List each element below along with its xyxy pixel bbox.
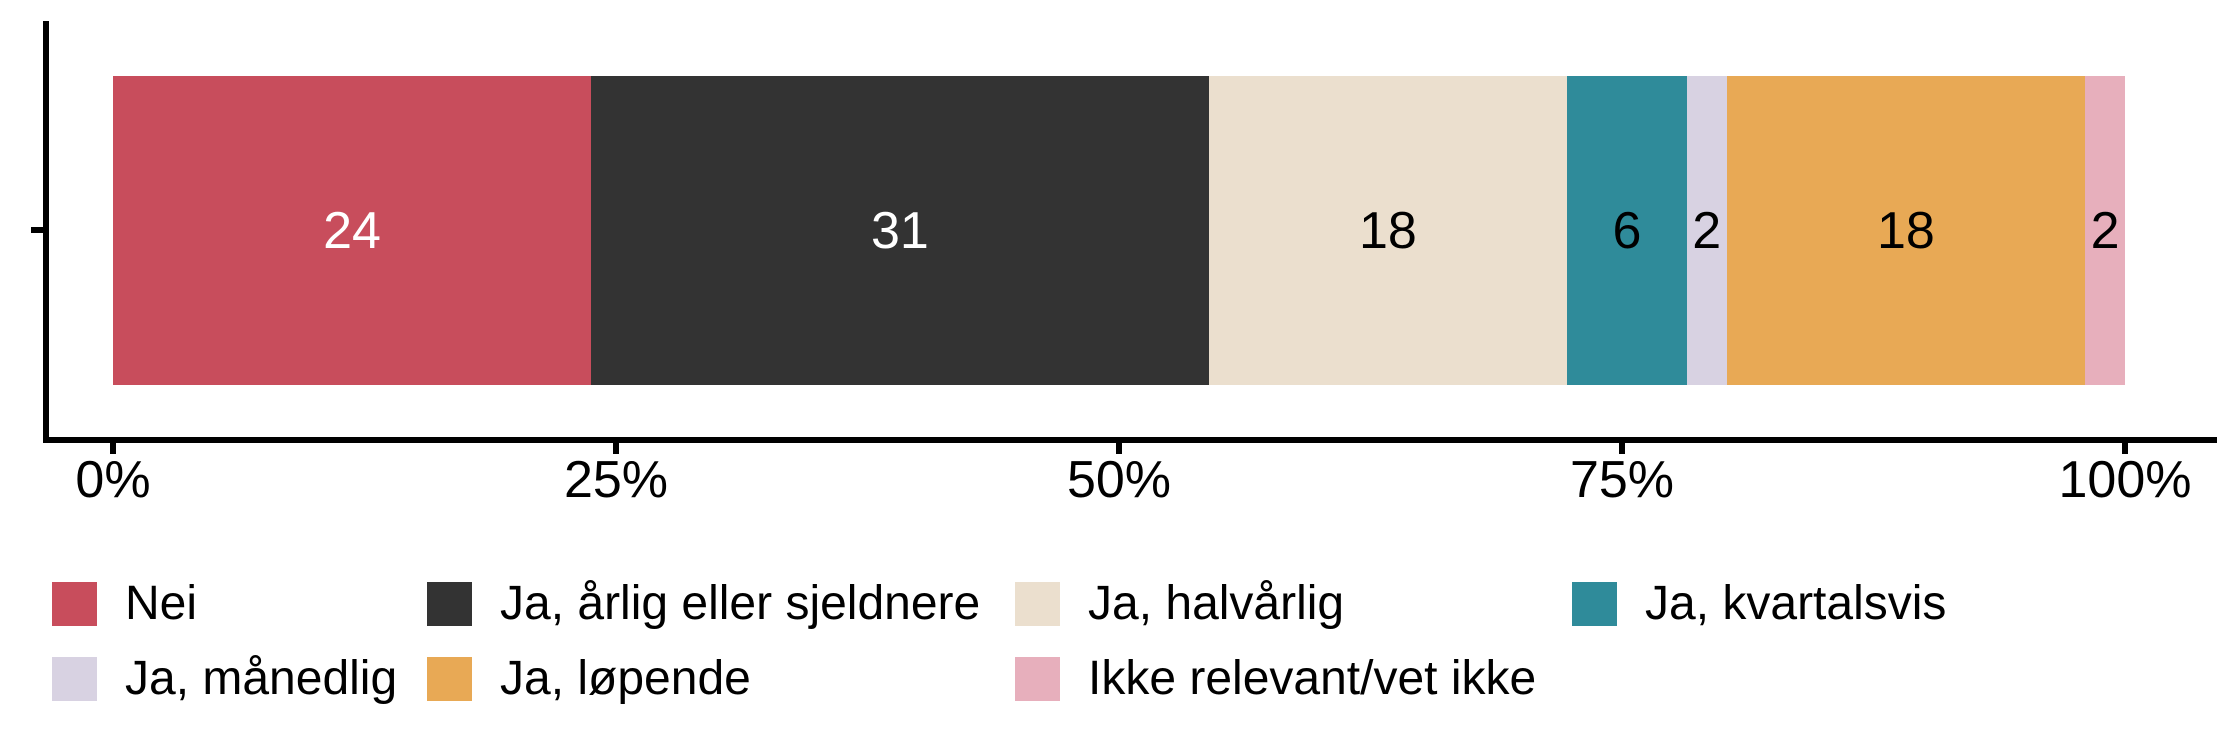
legend-item-ikke-relevant-vet-ikke: Ikke relevant/vet ikke xyxy=(1015,652,1537,705)
x-axis-labels: 0% 25% 50% 75% 100% xyxy=(75,451,2191,512)
stacked-bar: 24 31 18 6 2 18 2 xyxy=(113,76,2126,385)
legend-label: Ikke relevant/vet ikke xyxy=(1088,652,1537,705)
x-axis-tick-50 xyxy=(1116,443,1122,454)
x-axis-tick-25 xyxy=(613,443,619,454)
bar-segment-ja-arlig-eller-sjeldnere: 31 xyxy=(591,76,1209,385)
bar-segment-ja-kvartalsvis: 6 xyxy=(1567,76,1687,385)
legend-label: Ja, månedlig xyxy=(125,652,398,705)
y-axis-tick xyxy=(31,227,43,233)
legend-label: Ja, halvårlig xyxy=(1088,577,1345,630)
legend-item-ja-halvarlig: Ja, halvårlig xyxy=(1015,577,1345,630)
legend-label: Nei xyxy=(125,577,198,630)
x-axis-label-0: 0% xyxy=(75,451,151,509)
legend-swatch-ikke-relevant-vet-ikke xyxy=(1015,657,1060,701)
legend-swatch-ja-kvartalsvis xyxy=(1572,582,1617,626)
bar-segment-value: 24 xyxy=(323,201,381,260)
bar-segment-value: 6 xyxy=(1612,201,1642,260)
x-axis-label-100: 100% xyxy=(2058,451,2192,509)
bar-segment-value: 2 xyxy=(1692,201,1722,260)
bar-segment-ja-lopende: 18 xyxy=(1726,76,2086,385)
legend-item-ja-kvartalsvis: Ja, kvartalsvis xyxy=(1572,577,1947,630)
bar-segment-value: 2 xyxy=(2090,201,2120,260)
legend-label: Ja, kvartalsvis xyxy=(1645,577,1947,630)
legend-swatch-ja-lopende xyxy=(427,657,472,701)
x-axis-label-25: 25% xyxy=(563,451,669,509)
x-axis-ticks xyxy=(110,443,2128,454)
bar-segment-value: 31 xyxy=(870,201,929,260)
x-axis-label-75: 75% xyxy=(1569,451,1675,509)
legend-label: Ja, årlig eller sjeldnere xyxy=(500,577,981,630)
legend-swatch-nei xyxy=(52,582,97,626)
y-axis-line xyxy=(43,21,49,443)
x-axis-tick-100 xyxy=(2122,443,2128,454)
legend-item-ja-lopende: Ja, løpende xyxy=(427,652,751,705)
x-axis-line xyxy=(43,437,2217,443)
legend-item-ja-manedlig: Ja, månedlig xyxy=(52,652,398,705)
x-axis-label-50: 50% xyxy=(1066,451,1172,509)
legend-swatch-ja-arlig-eller-sjeldnere xyxy=(427,582,472,626)
x-axis-tick-75 xyxy=(1619,443,1625,454)
bar-segment-value: 18 xyxy=(1876,201,1935,260)
x-axis-tick-0 xyxy=(110,443,116,454)
bar-segment-value: 18 xyxy=(1359,201,1417,260)
legend-item-nei: Nei xyxy=(52,577,198,630)
legend-swatch-ja-manedlig xyxy=(52,657,97,701)
legend-label: Ja, løpende xyxy=(500,652,751,705)
legend-item-ja-arlig-eller-sjeldnere: Ja, årlig eller sjeldnere xyxy=(427,577,981,630)
bar-segment-ja-halvarlig: 18 xyxy=(1208,76,1568,385)
bar-segment-ikke-relevant-vet-ikke: 2 xyxy=(2085,76,2126,385)
legend-swatch-ja-halvarlig xyxy=(1015,582,1060,626)
bar-segment-ja-manedlig: 2 xyxy=(1686,76,1727,385)
bar-segment-nei: 24 xyxy=(113,76,592,385)
